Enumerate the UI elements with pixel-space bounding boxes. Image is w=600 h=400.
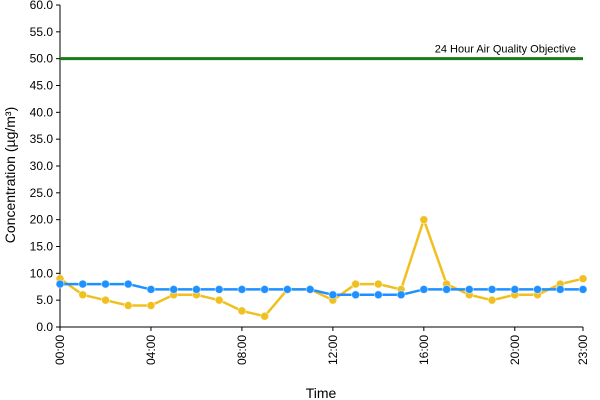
- data-point: [146, 301, 156, 310]
- x-tick-label: 20:00: [508, 335, 522, 365]
- data-point: [510, 285, 520, 294]
- data-point: [419, 215, 429, 225]
- data-point: [578, 285, 588, 294]
- y-tick-label: 50.0: [30, 52, 54, 66]
- data-point: [351, 290, 361, 300]
- data-point: [442, 285, 451, 294]
- data-point: [237, 285, 247, 294]
- data-point: [464, 285, 474, 294]
- data-point: [282, 285, 292, 294]
- reference-line-group: 24 Hour Air Quality Objective: [60, 44, 583, 61]
- data-point: [123, 301, 133, 310]
- series-layer: [55, 215, 588, 321]
- y-tick-label: 35.0: [30, 132, 54, 146]
- data-point: [373, 279, 383, 289]
- data-point: [101, 295, 110, 305]
- data-point: [533, 285, 542, 294]
- data-point: [78, 279, 88, 289]
- data-point: [487, 285, 497, 294]
- y-tick-label: 25.0: [30, 186, 54, 200]
- y-tick-label: 20.0: [30, 213, 54, 227]
- y-tick-label: 15.0: [30, 240, 54, 254]
- y-tick-label: 5.0: [36, 293, 53, 307]
- x-tick-label: 08:00: [235, 335, 249, 365]
- data-point: [192, 285, 201, 294]
- data-point: [396, 290, 406, 300]
- data-point: [419, 285, 429, 294]
- y-axis-title: Concentration (µg/m³): [2, 107, 18, 243]
- data-point: [214, 285, 224, 294]
- x-axis-title: Time: [306, 385, 337, 400]
- y-tick-label: 40.0: [30, 105, 54, 119]
- y-tick-label: 55.0: [30, 25, 54, 39]
- data-point: [146, 285, 156, 294]
- data-point: [260, 311, 270, 321]
- x-axis: 00:00 04:00 08:00 12:00 16:00 20:00 23:00: [53, 326, 590, 365]
- data-point: [373, 290, 383, 300]
- data-point: [351, 279, 361, 289]
- y-axis: 0.0 5.0 10.0 15.0 20.0 25.0 30.0 35.0 40.0 45.0 50…: [30, 0, 61, 334]
- x-tick-label: 00:00: [53, 335, 67, 365]
- series-1: [55, 215, 588, 321]
- y-tick-label: 0.0: [36, 320, 53, 334]
- data-point: [578, 274, 588, 284]
- y-tick-label: 30.0: [30, 159, 54, 173]
- series-2: [55, 279, 588, 300]
- data-point: [101, 279, 110, 289]
- data-point: [169, 285, 179, 294]
- data-point: [487, 295, 497, 305]
- data-point: [237, 306, 247, 316]
- data-point: [123, 279, 133, 289]
- x-tick-label: 23:00: [576, 335, 590, 365]
- data-point: [55, 279, 65, 289]
- y-tick-label: 10.0: [30, 266, 54, 280]
- reference-line-label: 24 Hour Air Quality Objective: [435, 44, 576, 56]
- series-line: [60, 282, 583, 297]
- x-tick-label: 04:00: [144, 335, 158, 365]
- data-point: [78, 290, 88, 300]
- data-point: [328, 290, 338, 300]
- data-point: [305, 285, 315, 294]
- y-tick-label: 45.0: [30, 79, 54, 93]
- series-line: [59, 218, 584, 318]
- data-point: [260, 285, 270, 294]
- y-tick-label: 60.0: [30, 0, 54, 12]
- x-tick-label: 16:00: [417, 335, 431, 365]
- x-tick-label: 12:00: [326, 335, 340, 365]
- data-point: [214, 295, 224, 305]
- data-point: [555, 285, 565, 294]
